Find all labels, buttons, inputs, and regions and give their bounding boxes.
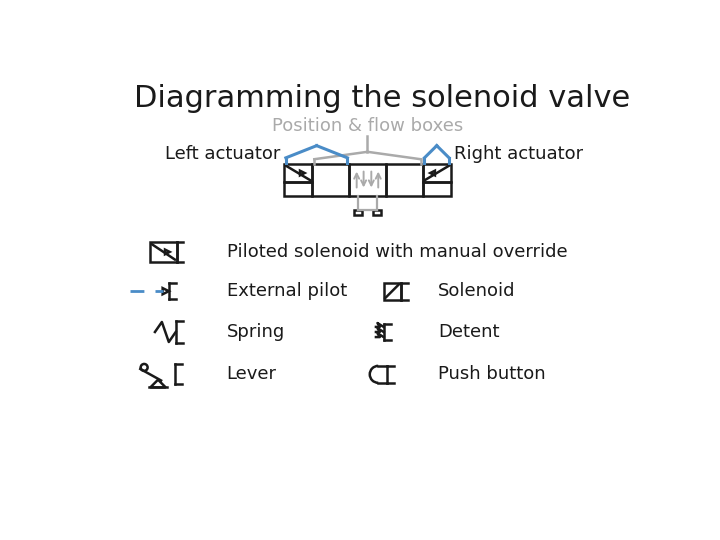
Bar <box>373 210 381 215</box>
Text: Left actuator: Left actuator <box>165 145 281 163</box>
Text: Spring: Spring <box>227 323 285 341</box>
Text: Position & flow boxes: Position & flow boxes <box>272 117 463 135</box>
Bar <box>284 182 312 197</box>
Text: Solenoid: Solenoid <box>438 282 516 300</box>
Bar <box>312 164 349 197</box>
Bar <box>423 164 451 182</box>
Bar <box>284 164 312 182</box>
Bar <box>349 164 386 197</box>
Text: Push button: Push button <box>438 366 546 383</box>
Bar <box>384 283 400 300</box>
Bar <box>150 242 176 262</box>
Bar <box>386 164 423 197</box>
Bar <box>354 210 362 215</box>
Text: External pilot: External pilot <box>227 282 347 300</box>
Text: Lever: Lever <box>227 366 276 383</box>
Text: Piloted solenoid with manual override: Piloted solenoid with manual override <box>227 243 567 261</box>
Text: Right actuator: Right actuator <box>454 145 584 163</box>
Bar <box>423 182 451 197</box>
Text: Detent: Detent <box>438 323 500 341</box>
Text: Diagramming the solenoid valve: Diagramming the solenoid valve <box>134 84 631 113</box>
